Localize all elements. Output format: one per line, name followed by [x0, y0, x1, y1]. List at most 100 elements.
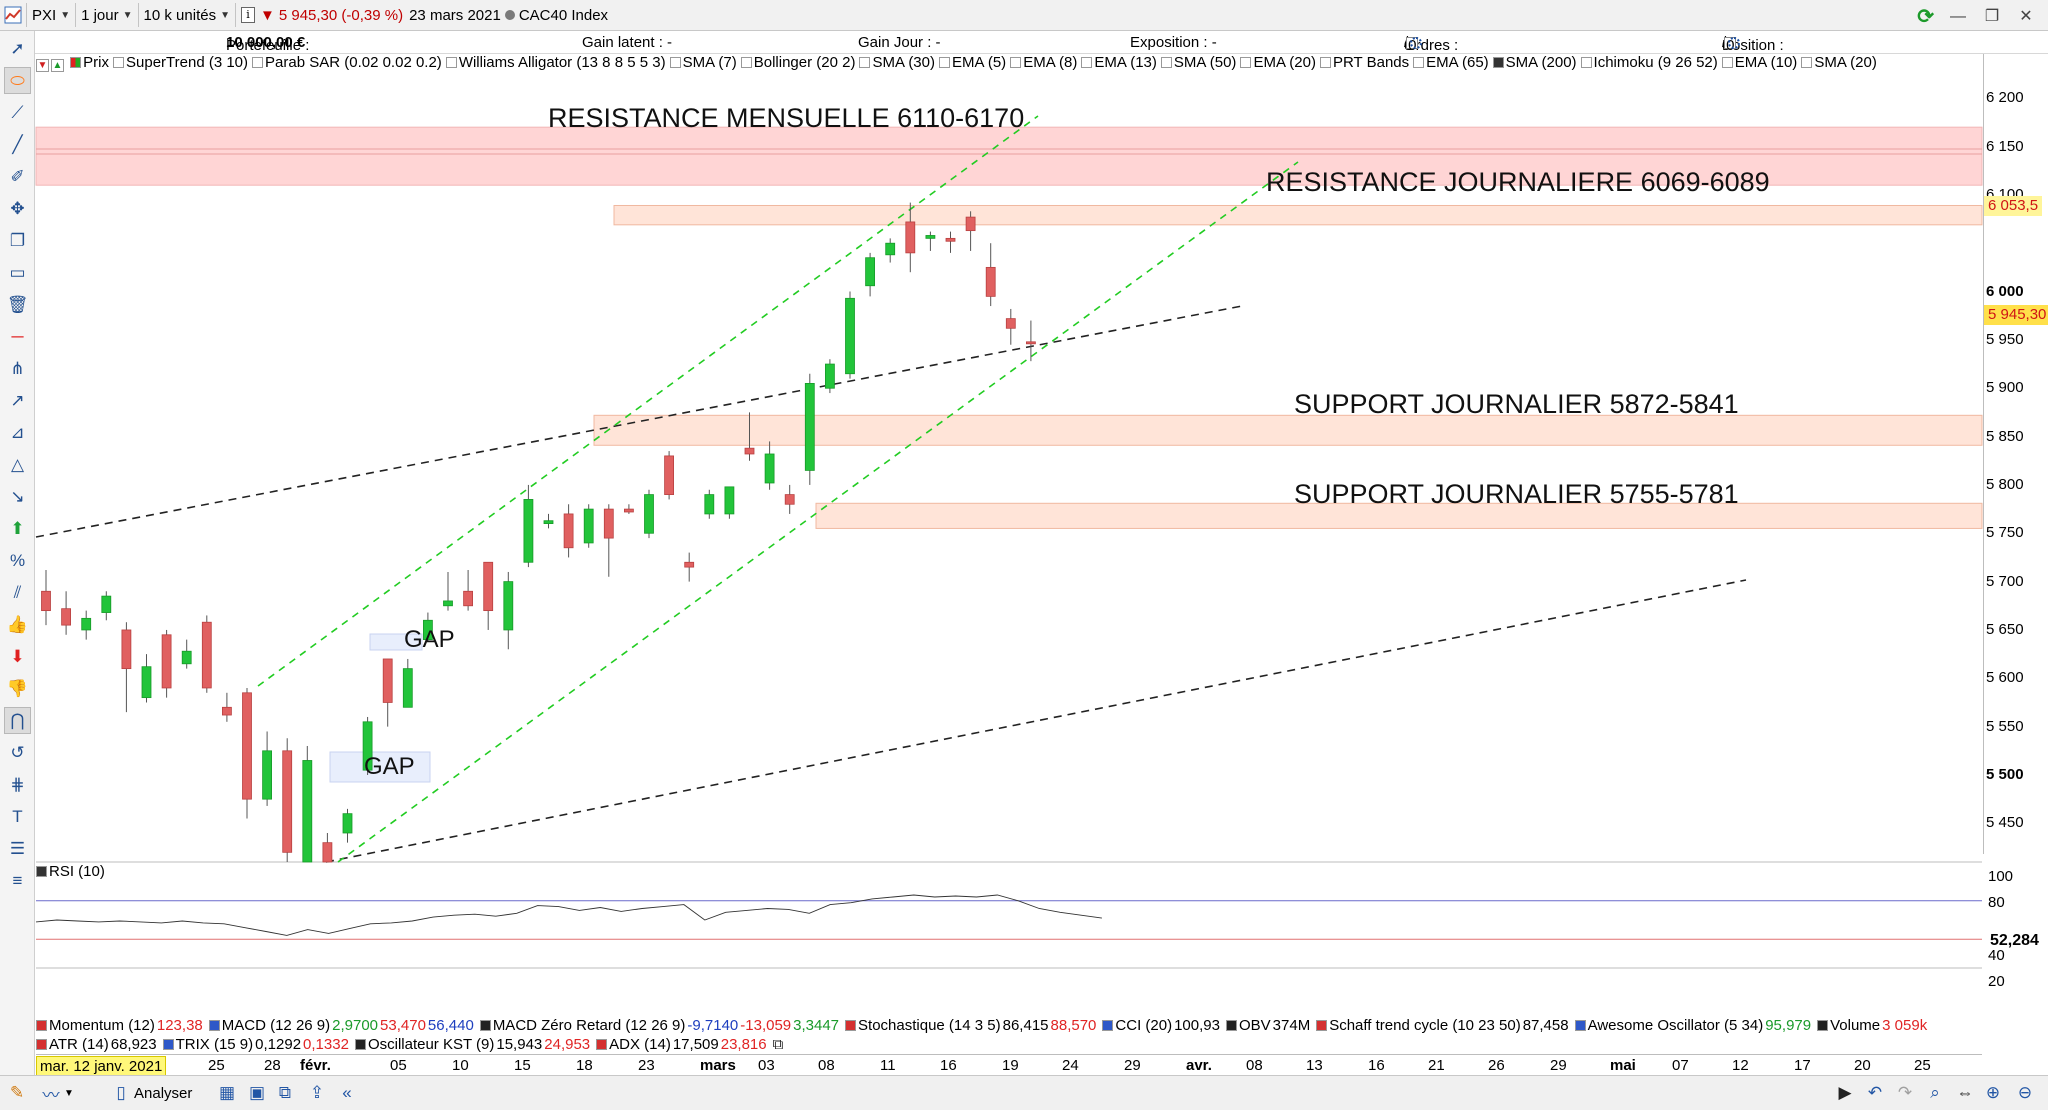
- candle[interactable]: [825, 359, 835, 394]
- channel-green-upper[interactable]: [257, 115, 1039, 687]
- compare-button[interactable]: ⧉: [272, 1081, 298, 1105]
- indicator-toggle[interactable]: PRT Bands: [1319, 54, 1409, 71]
- price-axis[interactable]: [1983, 54, 2048, 854]
- candle[interactable]: [804, 373, 815, 485]
- zoom-fit-button[interactable]: ⌕: [1922, 1081, 1948, 1105]
- export-button[interactable]: ⇪: [304, 1081, 330, 1105]
- gap-box-1[interactable]: [329, 751, 431, 783]
- rotate-icon[interactable]: ↺: [10, 742, 25, 762]
- scroll-left-fast-button[interactable]: «: [334, 1081, 360, 1105]
- segment-icon[interactable]: ⟋: [11, 102, 24, 122]
- rsi-line[interactable]: [35, 894, 1102, 936]
- gear-icon[interactable]: [1728, 37, 1741, 49]
- candle[interactable]: [744, 412, 755, 461]
- indicator-toggle[interactable]: SMA (50): [1160, 54, 1236, 71]
- candle[interactable]: [141, 654, 152, 703]
- indicator-toggle[interactable]: Parab SAR (0.02 0.02 0.2): [252, 54, 442, 71]
- rectangle-icon[interactable]: ▭: [9, 262, 26, 282]
- candle[interactable]: [342, 808, 353, 843]
- zoom-range-button[interactable]: ⇔: [1952, 1081, 1978, 1105]
- scroll-right-button[interactable]: ▶: [1832, 1081, 1858, 1105]
- candle[interactable]: [443, 571, 453, 611]
- candle[interactable]: [221, 692, 232, 722]
- bottom-indicator[interactable]: OBV 374M: [1225, 1017, 1310, 1034]
- candle[interactable]: [1026, 320, 1036, 362]
- indicator-toggle[interactable]: SuperTrend (3 10): [113, 54, 248, 71]
- pitchfork-icon[interactable]: ⋕: [10, 774, 25, 794]
- pencil-ruler-icon[interactable]: ✐: [10, 166, 25, 186]
- candle[interactable]: [684, 552, 695, 582]
- candle[interactable]: [41, 570, 51, 626]
- candle[interactable]: [704, 489, 715, 519]
- candle[interactable]: [503, 571, 514, 650]
- indicator-toggle[interactable]: EMA (20): [1240, 54, 1316, 71]
- indicator-toggle[interactable]: Ichimoku (9 26 52): [1580, 54, 1718, 71]
- candle[interactable]: [764, 441, 775, 490]
- bottom-indicator[interactable]: Momentum (12) 123,38: [36, 1017, 203, 1034]
- screen-button[interactable]: ▣: [244, 1081, 270, 1105]
- fibo-time-icon[interactable]: ≡: [12, 870, 23, 890]
- fan-icon[interactable]: ⊿: [10, 422, 25, 442]
- candle[interactable]: [302, 745, 313, 863]
- candle[interactable]: [181, 639, 192, 669]
- triangle-icon[interactable]: △: [10, 454, 25, 474]
- candle[interactable]: [563, 504, 574, 558]
- cursor-icon[interactable]: ➚: [10, 38, 25, 58]
- instrument-selector[interactable]: PXI ▼: [27, 3, 77, 27]
- zone-rect-2[interactable]: [593, 414, 1983, 446]
- indicator-toggle[interactable]: SMA (7): [669, 54, 737, 71]
- rsi-title[interactable]: RSI (10): [36, 863, 105, 880]
- candle[interactable]: [965, 211, 976, 251]
- info-icon[interactable]: i: [240, 7, 255, 23]
- indicator-toggle[interactable]: EMA (8): [1010, 54, 1077, 71]
- close-indicators-icon[interactable]: ▼: [36, 59, 49, 72]
- bottom-indicator[interactable]: Awesome Oscillator (5 34) 95,979: [1574, 1017, 1811, 1034]
- thumbs-up-icon[interactable]: 👍: [6, 614, 29, 634]
- gear-icon[interactable]: [1410, 37, 1423, 49]
- pencil-tool-button[interactable]: ✎: [4, 1081, 30, 1105]
- expand-indicators-icon[interactable]: ▲: [51, 59, 64, 72]
- zoom-out-button[interactable]: ⊖: [2012, 1081, 2038, 1105]
- candle[interactable]: [523, 484, 534, 568]
- trendline-black-upper[interactable]: [35, 305, 1243, 538]
- horizontal-line-icon[interactable]: ─: [11, 326, 24, 346]
- text-icon[interactable]: T: [12, 806, 23, 826]
- units-selector[interactable]: 10 k unités ▼: [139, 3, 236, 27]
- channel-icon[interactable]: ⫽: [13, 582, 22, 602]
- candle[interactable]: [885, 238, 896, 263]
- move-icon[interactable]: ✥: [10, 198, 25, 218]
- bottom-indicator[interactable]: TRIX (15 9) 0,1292 0,1332: [162, 1036, 349, 1053]
- candle[interactable]: [322, 832, 333, 863]
- bottom-indicator[interactable]: Oscillateur KST (9) 15,943 24,953: [354, 1036, 590, 1053]
- candle[interactable]: [664, 451, 674, 500]
- period-selector[interactable]: 1 jour ▼: [76, 3, 139, 27]
- table-button[interactable]: ▦: [214, 1081, 240, 1105]
- candle[interactable]: [483, 561, 494, 630]
- candle[interactable]: [282, 738, 293, 862]
- down-arrow-icon[interactable]: ⬇: [10, 646, 25, 666]
- bottom-indicator[interactable]: Volume 3 059k: [1817, 1017, 1927, 1034]
- line-icon[interactable]: ╱: [12, 134, 23, 154]
- candle[interactable]: [262, 731, 273, 806]
- redo-button[interactable]: ↷: [1892, 1081, 1918, 1105]
- candle[interactable]: [242, 687, 252, 819]
- copy-indicators-icon[interactable]: ⧉: [772, 1036, 784, 1053]
- analyser-button[interactable]: ▯ Analyser: [108, 1081, 192, 1105]
- candle[interactable]: [925, 231, 936, 251]
- candle[interactable]: [985, 243, 996, 307]
- candle[interactable]: [61, 591, 71, 635]
- candle[interactable]: [101, 591, 112, 621]
- candle[interactable]: [724, 486, 735, 519]
- trendline-black-lower[interactable]: [325, 579, 1747, 863]
- candle[interactable]: [161, 629, 172, 698]
- fibonacci-icon[interactable]: ⋔: [10, 358, 25, 378]
- bottom-indicator[interactable]: ATR (14) 68,923: [36, 1036, 157, 1053]
- bottom-indicator[interactable]: MACD Zéro Retard (12 26 9) -9,7140 -13,059…: [479, 1017, 839, 1034]
- trash-icon[interactable]: 🗑: [6, 294, 29, 314]
- candle[interactable]: [784, 484, 795, 514]
- indicator-toggle[interactable]: SMA (200): [1492, 54, 1577, 71]
- bottom-indicator[interactable]: Schaff trend cycle (10 23 50) 87,458: [1316, 1017, 1569, 1034]
- candle[interactable]: [905, 202, 916, 273]
- zone-rect-1[interactable]: [613, 204, 1983, 226]
